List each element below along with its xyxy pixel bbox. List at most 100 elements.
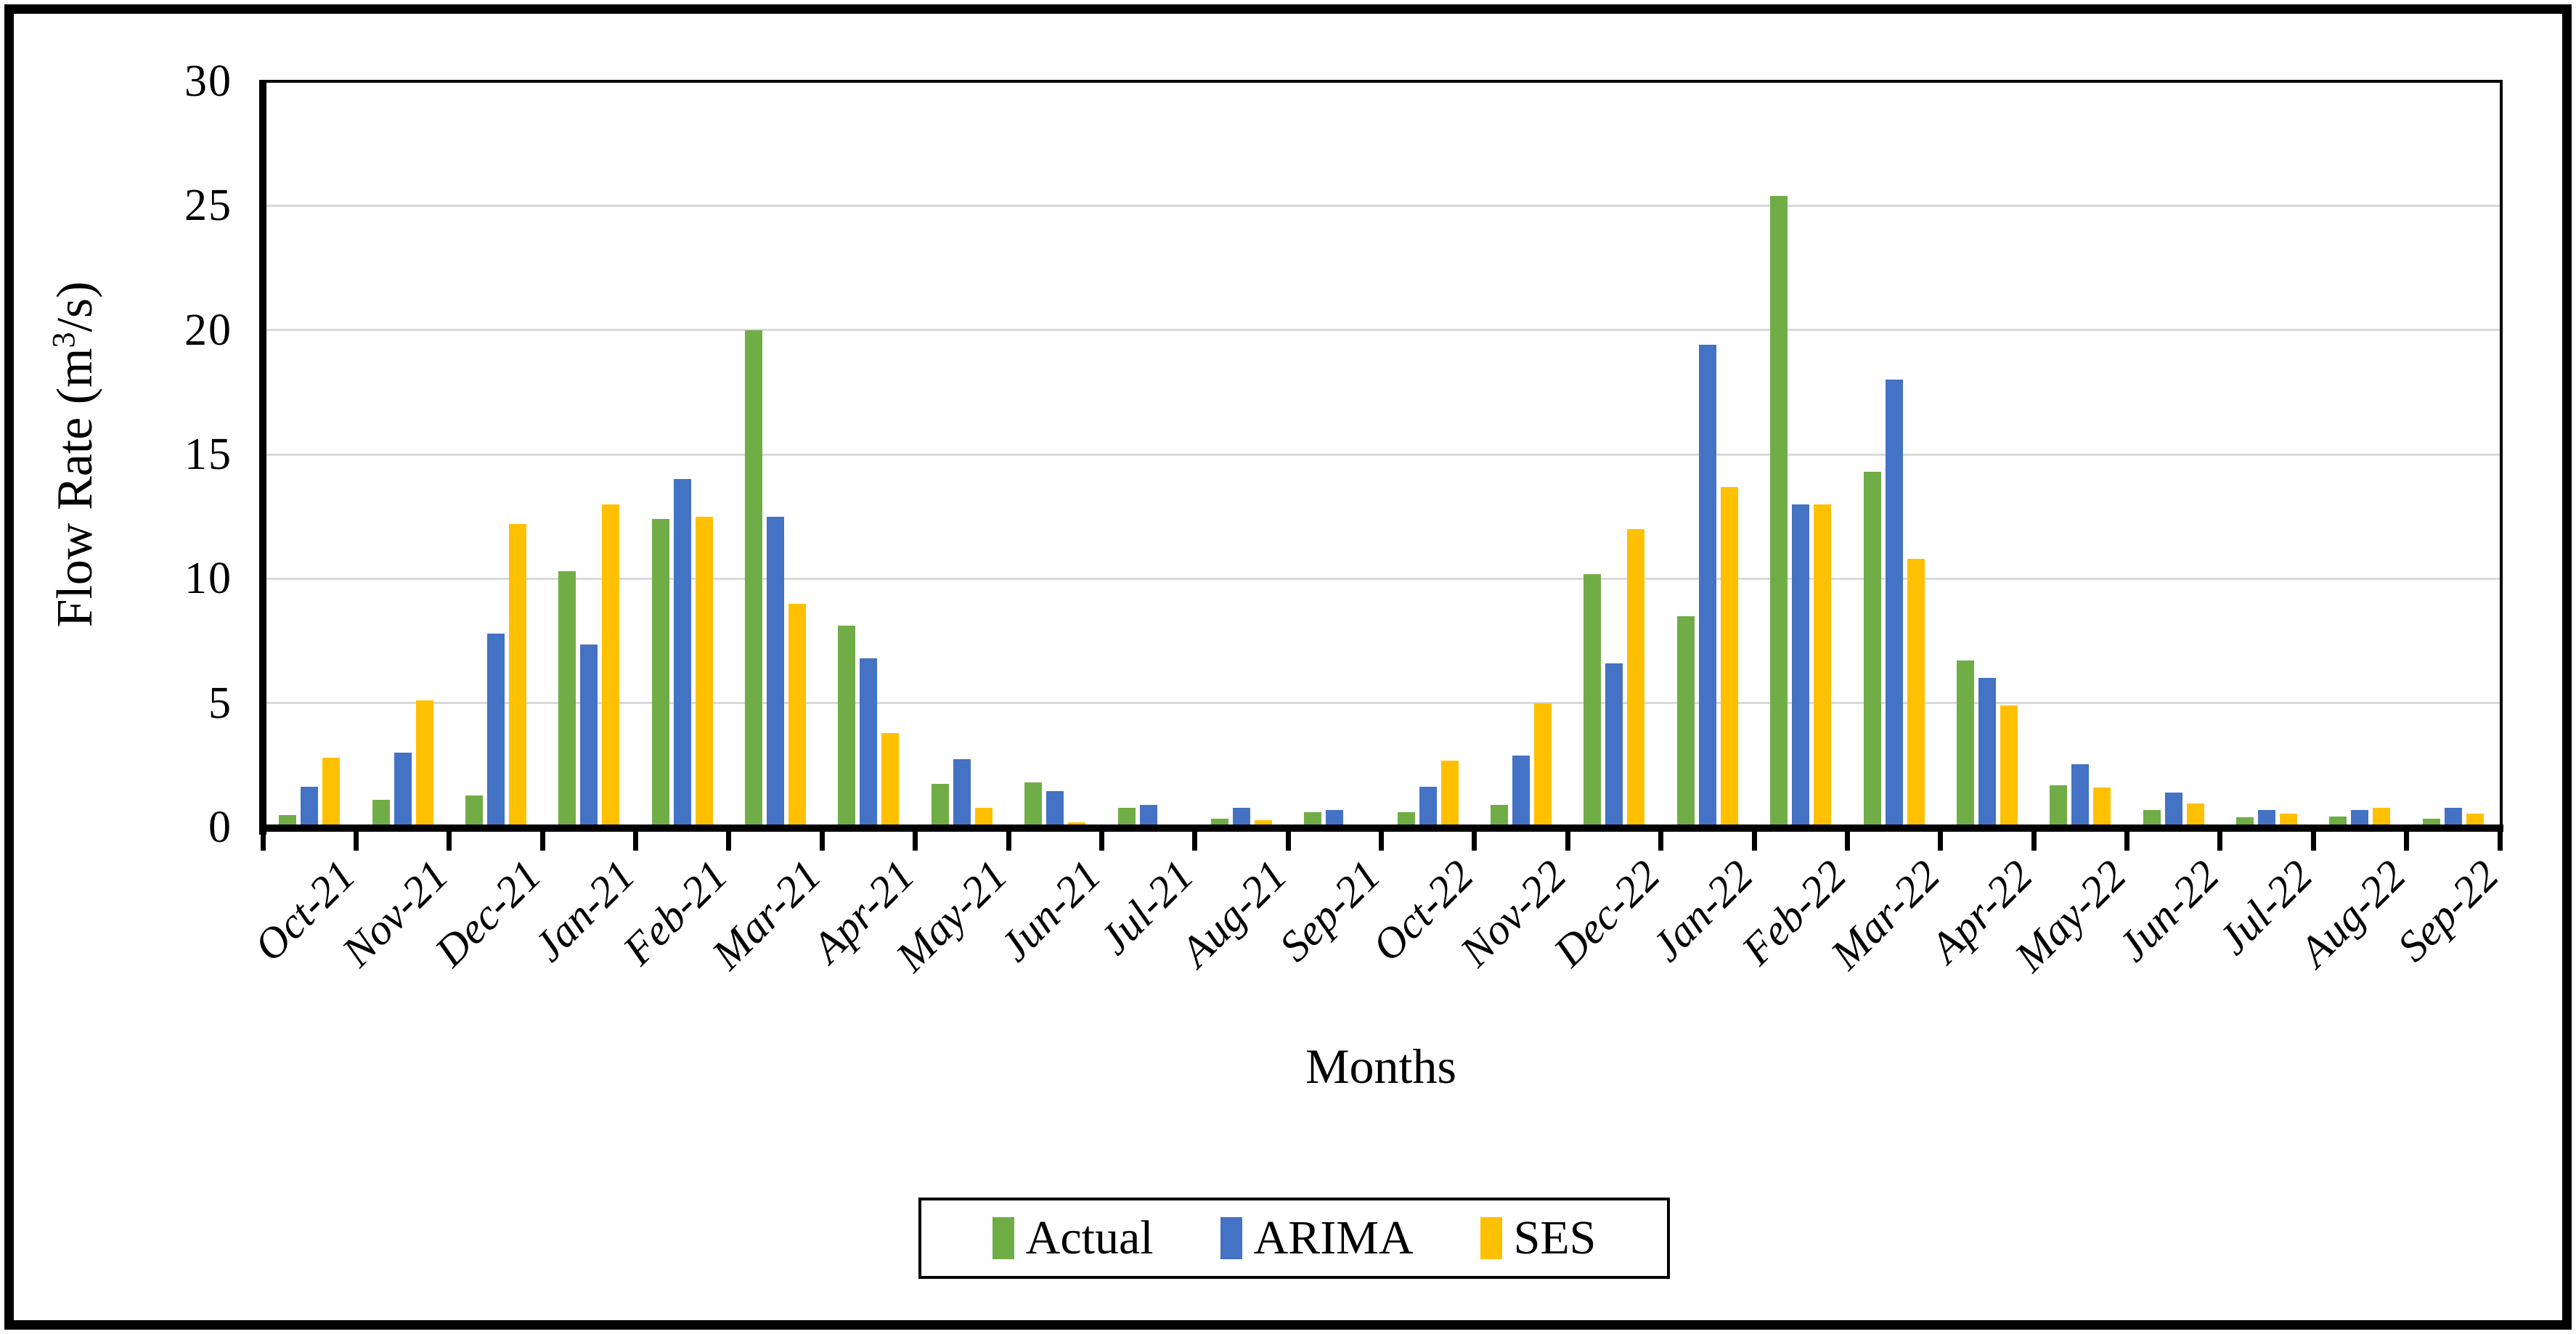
bar-arima-jun-21 (1046, 791, 1064, 827)
y-tick-label-30: 30 (184, 57, 232, 106)
x-axis-tick (633, 832, 638, 851)
x-tick-label-jan-22: Jan-22 (1642, 851, 1763, 971)
x-axis-tick (726, 832, 732, 851)
legend-swatch-ses (1480, 1217, 1502, 1259)
bar-arima-oct-21 (301, 786, 319, 827)
bar-arima-sep-22 (2444, 807, 2462, 827)
x-tick-label-sep-21: Sep-21 (1270, 851, 1390, 971)
bar-ses-nov-21 (415, 700, 433, 827)
bar-actual-oct-21 (279, 814, 297, 827)
bar-arima-feb-21 (673, 479, 691, 827)
y-tick-label-20: 20 (184, 305, 232, 355)
bar-arima-dec-22 (1605, 663, 1623, 827)
bar-ses-sep-22 (2466, 814, 2484, 827)
legend-item-actual: Actual (992, 1211, 1154, 1264)
bar-arima-jul-21 (1139, 805, 1157, 827)
bar-arima-oct-22 (1419, 786, 1437, 827)
x-axis-tick (260, 832, 266, 851)
bar-actual-jul-21 (1117, 807, 1136, 827)
bar-arima-nov-21 (394, 753, 412, 827)
bar-arima-may-21 (953, 758, 971, 827)
y-tick-label-10: 10 (184, 554, 232, 604)
x-axis-tick (2031, 832, 2037, 851)
x-axis-tick (1006, 832, 1011, 851)
bar-ses-oct-21 (322, 758, 341, 827)
bar-arima-apr-22 (1978, 678, 1996, 827)
bar-actual-nov-21 (372, 800, 390, 827)
bar-arima-may-22 (2071, 764, 2090, 827)
x-tick-label-dec-22: Dec-22 (1544, 851, 1669, 976)
bar-actual-jan-22 (1676, 615, 1695, 827)
gridline-5 (263, 702, 2500, 705)
y-axis-title-pre: Flow Rate (m (47, 348, 104, 628)
bar-actual-nov-22 (1491, 805, 1509, 827)
y-axis-title-post: /s) (47, 281, 104, 332)
bar-actual-may-22 (2050, 785, 2068, 827)
y-tick-label-25: 25 (184, 181, 232, 231)
gridline-25 (263, 204, 2500, 207)
legend-label-ses: SES (1513, 1211, 1597, 1264)
bar-ses-jan-22 (1720, 486, 1738, 827)
bar-arima-jan-22 (1698, 345, 1716, 827)
x-tick-label-aug-22: Aug-22 (2290, 851, 2415, 976)
legend-swatch-actual (992, 1217, 1014, 1259)
bar-ses-jan-21 (602, 504, 620, 827)
bar-actual-mar-22 (1863, 472, 1881, 827)
x-axis-tick (1285, 832, 1291, 851)
legend-label-actual: Actual (1025, 1211, 1154, 1264)
x-axis-tick (1099, 832, 1104, 851)
x-tick-label-aug-21: Aug-21 (1171, 851, 1297, 976)
x-tick-label-dec-21: Dec-21 (425, 851, 551, 976)
y-axis-line (259, 80, 266, 835)
bar-ses-mar-22 (1907, 558, 1925, 827)
bar-ses-mar-21 (788, 603, 807, 827)
bar-actual-apr-22 (1956, 660, 1974, 827)
y-axis-title-sup: 3 (45, 332, 81, 348)
x-axis-tick (2124, 832, 2129, 851)
bar-actual-may-21 (931, 784, 949, 827)
bar-actual-sep-21 (1304, 812, 1322, 827)
x-axis-tick (2404, 832, 2410, 851)
bar-arima-mar-21 (767, 516, 785, 827)
legend-item-ses: SES (1480, 1211, 1597, 1264)
y-tick-label-5: 5 (208, 678, 232, 728)
bar-arima-mar-22 (1885, 380, 1903, 827)
x-tick-label-jun-22: Jun-22 (2108, 851, 2228, 971)
x-axis-line (259, 824, 2503, 832)
bar-actual-feb-22 (1770, 195, 1788, 827)
legend: Actual ARIMA SES (918, 1198, 1670, 1279)
x-tick-label-jun-21: Jun-21 (990, 851, 1110, 971)
x-axis-tick (1565, 832, 1570, 851)
x-axis-tick (1844, 832, 1850, 851)
y-axis-title: Flow Rate (m3/s) (45, 282, 105, 628)
x-axis-tick (1938, 832, 1944, 851)
bar-ses-apr-22 (2000, 705, 2018, 827)
x-axis-tick (1379, 832, 1384, 851)
bar-actual-jun-21 (1024, 782, 1043, 827)
bar-arima-jun-22 (2164, 793, 2182, 827)
bar-actual-apr-21 (838, 626, 856, 827)
bar-ses-may-22 (2093, 787, 2111, 827)
legend-label-arima: ARIMA (1253, 1211, 1414, 1264)
bar-ses-may-21 (974, 807, 993, 827)
x-tick-label-nov-21: Nov-21 (333, 851, 457, 976)
bar-arima-apr-21 (860, 658, 878, 827)
bar-ses-aug-22 (2373, 807, 2391, 827)
x-axis-tick (2310, 832, 2316, 851)
bar-actual-dec-21 (465, 795, 483, 827)
legend-swatch-arima (1220, 1217, 1242, 1259)
bar-ses-feb-21 (695, 516, 713, 827)
gridline-20 (263, 329, 2500, 332)
x-axis-tick (539, 832, 545, 851)
bar-ses-jul-22 (2280, 814, 2298, 827)
legend-item-arima: ARIMA (1220, 1214, 1414, 1262)
y-tick-label-15: 15 (184, 430, 232, 479)
x-axis-tick (447, 832, 452, 851)
bar-arima-jan-21 (580, 645, 598, 827)
gridline-15 (263, 453, 2500, 456)
x-axis-tick (2217, 832, 2223, 851)
bar-actual-jan-21 (558, 571, 576, 827)
x-axis-tick (353, 832, 359, 851)
bar-ses-aug-21 (1254, 819, 1272, 827)
